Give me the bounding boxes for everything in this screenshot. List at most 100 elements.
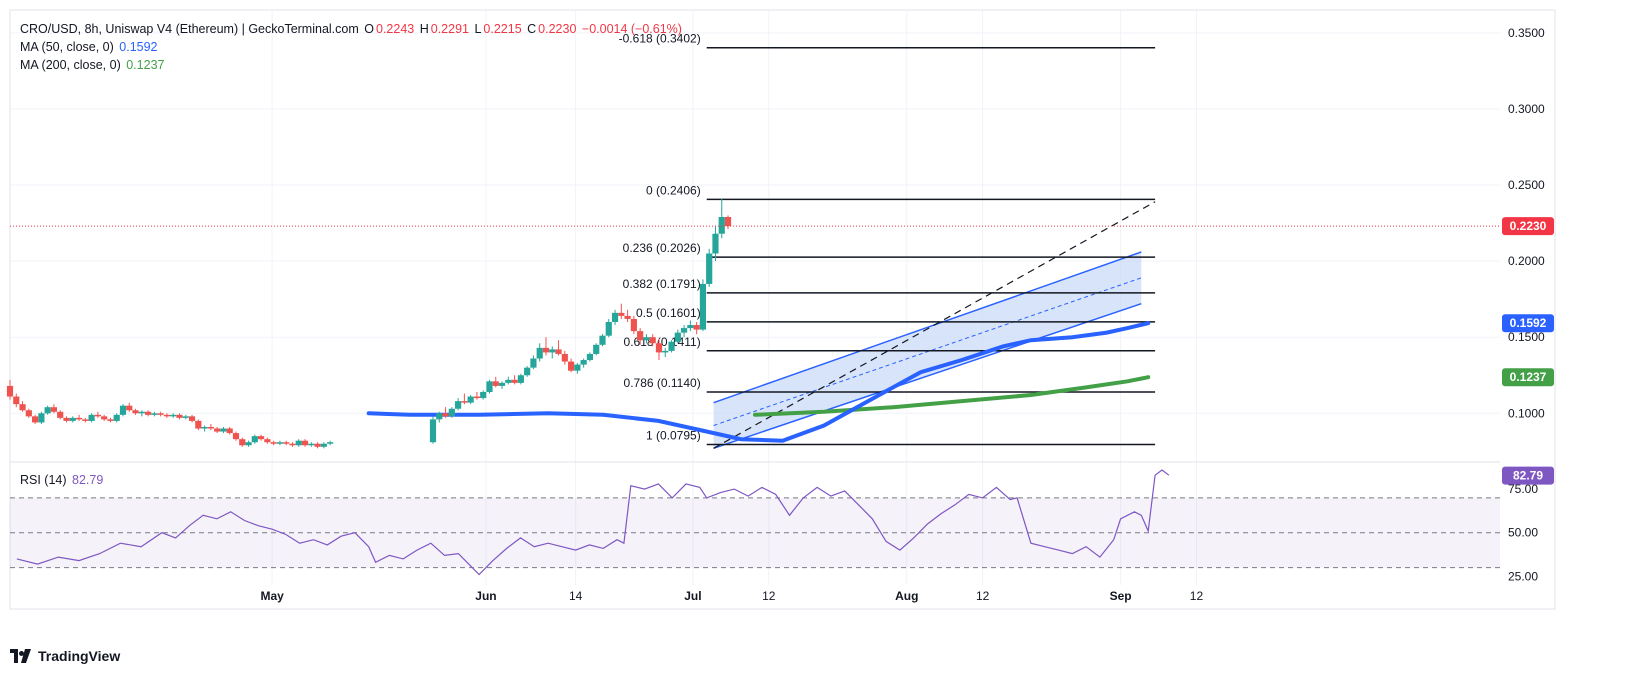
candle-body bbox=[687, 325, 694, 329]
candle-body bbox=[276, 442, 284, 444]
candle-body bbox=[38, 413, 45, 423]
candle-down bbox=[214, 426, 221, 434]
time-tick-label: Aug bbox=[895, 589, 918, 603]
candle-body bbox=[574, 364, 581, 371]
candle-down bbox=[492, 376, 499, 388]
tradingview-branding[interactable]: TradingView bbox=[10, 648, 120, 664]
candle-up bbox=[455, 398, 462, 411]
rsi-legend[interactable]: RSI (14) 82.79 bbox=[20, 473, 105, 487]
candle-down bbox=[301, 439, 309, 447]
fib-level-label: 0.5 (0.1601) bbox=[636, 306, 701, 320]
rsi-tick-label: 50.00 bbox=[1508, 526, 1538, 540]
candle-down bbox=[637, 328, 644, 345]
ma50-line bbox=[366, 321, 1151, 443]
candle-up bbox=[486, 379, 493, 394]
candle-body bbox=[492, 381, 499, 386]
candle-body bbox=[561, 353, 568, 362]
candle-down bbox=[618, 303, 625, 319]
rsi-band bbox=[10, 497, 1500, 569]
candle-body bbox=[680, 328, 688, 333]
candle-body bbox=[19, 404, 26, 411]
candle-down bbox=[264, 437, 271, 444]
candle-down bbox=[555, 340, 562, 356]
candle-body bbox=[461, 401, 468, 403]
chart-header: CRO/USD, 8h, Uniswap V4 (Ethereum) | Gec… bbox=[20, 22, 684, 36]
price-tag-label: 82.79 bbox=[1513, 469, 1543, 483]
price-tick-label: 0.3000 bbox=[1508, 102, 1545, 116]
candle-up bbox=[712, 226, 719, 262]
candle-up bbox=[687, 320, 694, 332]
candle-body bbox=[145, 411, 152, 415]
rsi-line bbox=[16, 469, 1170, 576]
candle-body bbox=[699, 283, 707, 330]
candle-body bbox=[188, 416, 196, 421]
candle-up bbox=[182, 414, 189, 420]
rsi-path bbox=[16, 469, 1170, 576]
candle-body bbox=[176, 414, 183, 418]
candle-up bbox=[295, 439, 302, 447]
candle-body bbox=[542, 347, 550, 353]
candle-up bbox=[517, 373, 524, 385]
candle-up bbox=[536, 343, 543, 362]
candle-down bbox=[126, 402, 133, 412]
price-tag-label: 0.1592 bbox=[1510, 316, 1547, 330]
high-value: 0.2291 bbox=[430, 22, 469, 36]
candle-down bbox=[188, 414, 196, 423]
candle-body bbox=[94, 414, 101, 417]
open-value: 0.2243 bbox=[376, 22, 415, 36]
candle-up bbox=[38, 411, 45, 424]
candle-body bbox=[232, 433, 240, 440]
candle-body bbox=[530, 358, 537, 368]
candle-body bbox=[442, 413, 449, 417]
price-tag-label: 0.1237 bbox=[1510, 370, 1547, 384]
candle-up bbox=[662, 347, 669, 357]
candle-down bbox=[157, 411, 164, 417]
candle-up bbox=[320, 442, 327, 449]
candle-down bbox=[314, 442, 321, 449]
ma200-value: 0.1237 bbox=[126, 58, 165, 72]
candle-body bbox=[668, 341, 675, 351]
candle-down bbox=[226, 426, 233, 435]
time-tick-label: 12 bbox=[1190, 589, 1204, 603]
candle-body bbox=[157, 413, 164, 415]
fib-level-label: 0.618 (0.1411) bbox=[624, 335, 701, 349]
candle-body bbox=[182, 416, 189, 418]
candle-up bbox=[706, 248, 713, 287]
tradingview-text: TradingView bbox=[38, 648, 121, 664]
candle-down bbox=[258, 434, 265, 441]
time-tick-label: Jul bbox=[684, 589, 701, 603]
candle-body bbox=[270, 442, 277, 444]
price-tag-label: 0.2230 bbox=[1510, 219, 1547, 233]
candle-body bbox=[283, 442, 290, 444]
candle-body bbox=[82, 419, 89, 421]
candle-down bbox=[176, 413, 183, 420]
candle-body bbox=[712, 233, 719, 254]
ma200-legend[interactable]: MA (200, close, 0) 0.1237 bbox=[20, 58, 166, 72]
candle-body bbox=[580, 360, 587, 365]
low-label: L bbox=[474, 22, 482, 36]
candle-up bbox=[674, 329, 681, 344]
candle-up bbox=[245, 440, 252, 447]
candle-body bbox=[555, 349, 562, 354]
candle-body bbox=[63, 417, 70, 421]
candle-body bbox=[295, 440, 302, 446]
candle-up bbox=[308, 442, 315, 447]
candle-body bbox=[524, 367, 531, 376]
symbol-line: CRO/USD, 8h, Uniswap V4 (Ethereum) | Gec… bbox=[20, 22, 359, 36]
candle-down bbox=[289, 442, 296, 447]
candle-body bbox=[618, 312, 625, 316]
candle-body bbox=[693, 325, 700, 330]
candle-body bbox=[226, 428, 233, 434]
candle-down bbox=[195, 419, 202, 431]
candle-up bbox=[643, 334, 650, 344]
candle-up bbox=[586, 352, 594, 362]
candle-body bbox=[429, 419, 437, 443]
ma50-legend[interactable]: MA (50, close, 0) 0.1592 bbox=[20, 40, 160, 54]
candle-body bbox=[549, 349, 556, 353]
candle-up bbox=[220, 426, 227, 434]
channel-lower bbox=[713, 303, 1142, 450]
candle-body bbox=[724, 216, 732, 227]
candle-body bbox=[674, 332, 681, 342]
candle-up bbox=[549, 346, 556, 359]
